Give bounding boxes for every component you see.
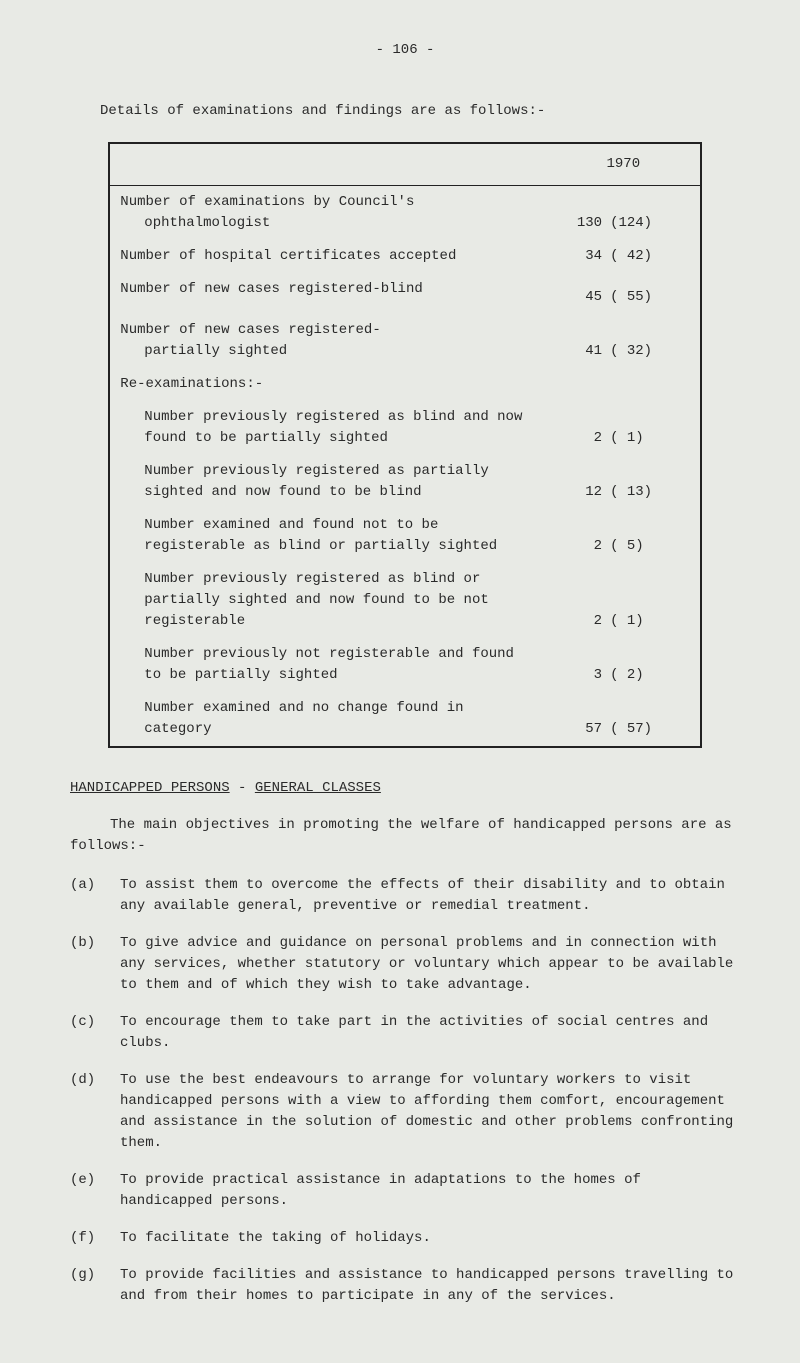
objective-label: (e) bbox=[70, 1170, 120, 1212]
objective-text: To give advice and guidance on personal … bbox=[120, 933, 750, 996]
row-value-current: 12 bbox=[547, 455, 606, 509]
objective-text: To use the best endeavours to arrange fo… bbox=[120, 1070, 750, 1154]
row-label: Number of new cases registered-partially… bbox=[109, 314, 547, 368]
section-heading-sep: - bbox=[230, 780, 255, 796]
table-row: Number of examinations by Council'sophth… bbox=[109, 186, 700, 241]
table-row: Number previously registered as partiall… bbox=[109, 455, 700, 509]
section-heading-part1: HANDICAPPED PERSONS bbox=[70, 780, 230, 796]
row-value-current: 3 bbox=[547, 638, 606, 692]
objective-item: (b)To give advice and guidance on person… bbox=[70, 933, 750, 996]
row-value-prev: ( 5) bbox=[606, 509, 701, 563]
row-label: Number previously not registerable and f… bbox=[109, 638, 547, 692]
row-value-current: 41 bbox=[547, 314, 606, 368]
row-label: Number examined and found not to be regi… bbox=[109, 509, 547, 563]
objective-label: (a) bbox=[70, 875, 120, 917]
objective-text: To assist them to overcome the effects o… bbox=[120, 875, 750, 917]
objective-item: (f)To facilitate the taking of holidays. bbox=[70, 1228, 750, 1249]
objective-text: To provide facilities and assistance to … bbox=[120, 1265, 750, 1307]
row-value-prev: (124) bbox=[606, 186, 701, 241]
section-heading: HANDICAPPED PERSONS - GENERAL CLASSES bbox=[60, 778, 750, 799]
table-row: Number examined and found not to be regi… bbox=[109, 509, 700, 563]
main-paragraph: The main objectives in promoting the wel… bbox=[60, 815, 750, 857]
table-row: Number previously registered as blind an… bbox=[109, 401, 700, 455]
objective-item: (e)To provide practical assistance in ad… bbox=[70, 1170, 750, 1212]
objective-label: (g) bbox=[70, 1265, 120, 1307]
row-value-prev: ( 57) bbox=[606, 692, 701, 747]
row-value-current: 34 bbox=[547, 240, 606, 273]
table-row: Number examined and no change found in c… bbox=[109, 692, 700, 747]
row-value-prev bbox=[606, 368, 701, 401]
table-row: Re-examinations:- bbox=[109, 368, 700, 401]
row-value-prev: ( 2) bbox=[606, 638, 701, 692]
objective-item: (c)To encourage them to take part in the… bbox=[70, 1012, 750, 1054]
row-value-current: 57 bbox=[547, 692, 606, 747]
document-page: - 106 - Details of examinations and find… bbox=[0, 0, 800, 1363]
table-header-blank bbox=[109, 143, 547, 186]
objective-text: To encourage them to take part in the ac… bbox=[120, 1012, 750, 1054]
row-value-current: 2 bbox=[547, 509, 606, 563]
examinations-table: 1970 Number of examinations by Council's… bbox=[108, 142, 701, 748]
row-label: Number previously registered as partiall… bbox=[109, 455, 547, 509]
table-row: Number of new cases registered-partially… bbox=[109, 314, 700, 368]
row-value-prev: ( 1) bbox=[606, 401, 701, 455]
table-body: Number of examinations by Council'sophth… bbox=[109, 186, 700, 748]
objective-label: (d) bbox=[70, 1070, 120, 1154]
row-value-current: 45 bbox=[547, 273, 606, 314]
table-row: Number previously registered as blind or… bbox=[109, 563, 700, 638]
objective-item: (d)To use the best endeavours to arrange… bbox=[70, 1070, 750, 1154]
row-label: Number of examinations by Council'sophth… bbox=[109, 186, 547, 241]
objective-text: To facilitate the taking of holidays. bbox=[120, 1228, 750, 1249]
objective-label: (b) bbox=[70, 933, 120, 996]
row-label: Number of hospital certificates accepted bbox=[109, 240, 547, 273]
row-value-prev: ( 32) bbox=[606, 314, 701, 368]
page-number: - 106 - bbox=[60, 40, 750, 61]
table-header-row: 1970 bbox=[109, 143, 700, 186]
table-header-year: 1970 bbox=[547, 143, 701, 186]
objectives-list: (a)To assist them to overcome the effect… bbox=[60, 875, 750, 1307]
objective-text: To provide practical assistance in adapt… bbox=[120, 1170, 750, 1212]
row-value-prev: ( 1) bbox=[606, 563, 701, 638]
table-row: Number of new cases registered-blind45( … bbox=[109, 273, 700, 314]
row-value-prev: ( 55) bbox=[606, 273, 701, 314]
intro-text: Details of examinations and findings are… bbox=[60, 101, 750, 122]
objective-item: (g)To provide facilities and assistance … bbox=[70, 1265, 750, 1307]
row-label: Number previously registered as blind or… bbox=[109, 563, 547, 638]
objective-label: (f) bbox=[70, 1228, 120, 1249]
row-value-current: 2 bbox=[547, 401, 606, 455]
table-row: Number previously not registerable and f… bbox=[109, 638, 700, 692]
section-heading-part2: GENERAL CLASSES bbox=[255, 780, 381, 796]
row-label: Number previously registered as blind an… bbox=[109, 401, 547, 455]
row-value-prev: ( 42) bbox=[606, 240, 701, 273]
table-row: Number of hospital certificates accepted… bbox=[109, 240, 700, 273]
row-value-current: 2 bbox=[547, 563, 606, 638]
row-value-current bbox=[547, 368, 606, 401]
objective-item: (a)To assist them to overcome the effect… bbox=[70, 875, 750, 917]
row-label: Number of new cases registered-blind bbox=[109, 273, 547, 314]
row-label: Number examined and no change found in c… bbox=[109, 692, 547, 747]
row-label: Re-examinations:- bbox=[109, 368, 547, 401]
objective-label: (c) bbox=[70, 1012, 120, 1054]
row-value-prev: ( 13) bbox=[606, 455, 701, 509]
row-value-current: 130 bbox=[547, 186, 606, 241]
